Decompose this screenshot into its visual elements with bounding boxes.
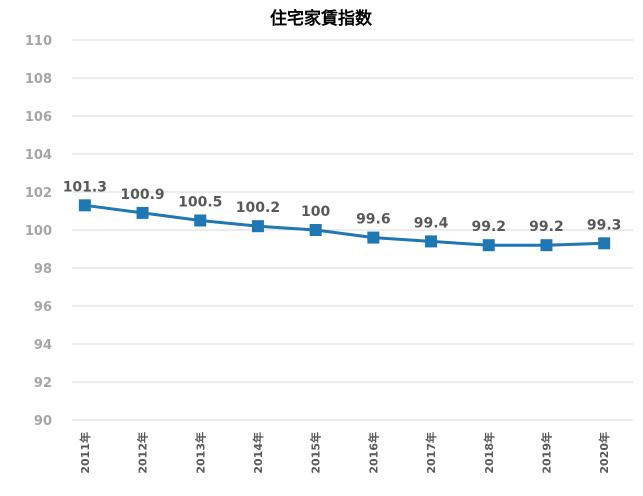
y-tick-label: 94 bbox=[34, 338, 52, 353]
y-tick-label: 98 bbox=[34, 262, 52, 277]
series-line bbox=[84, 203, 605, 247]
y-tick-label: 90 bbox=[34, 414, 52, 429]
x-tick-label: 2019年 bbox=[539, 432, 553, 474]
chart-title: 住宅家賃指数 bbox=[270, 8, 373, 29]
y-tick-label: 106 bbox=[25, 110, 52, 125]
data-label: 100 bbox=[301, 204, 330, 220]
x-axis: 2011年 2012年 2013年 2014年 2015年 2016年 2017年 2018年… bbox=[78, 432, 611, 474]
data-point-marker bbox=[251, 220, 264, 233]
y-tick-label: 104 bbox=[25, 148, 52, 163]
data-label: 99.2 bbox=[471, 219, 506, 235]
data-point-marker bbox=[309, 224, 322, 236]
gridlines bbox=[72, 39, 633, 421]
x-tick-label: 2017年 bbox=[424, 432, 438, 474]
data-point-marker bbox=[598, 237, 611, 250]
series bbox=[78, 199, 611, 252]
data-label: 99.2 bbox=[529, 219, 564, 235]
x-tick-label: 2011年 bbox=[78, 432, 92, 474]
data-point-marker bbox=[194, 214, 207, 227]
y-axis: 90 92 94 96 98 100 102 104 106 108 110 bbox=[25, 34, 52, 429]
data-point-marker bbox=[367, 231, 380, 244]
data-label: 99.6 bbox=[356, 212, 391, 228]
data-label: 99.3 bbox=[587, 217, 622, 233]
y-tick-label: 100 bbox=[25, 224, 52, 239]
data-label: 99.4 bbox=[414, 215, 449, 231]
x-tick-label: 2014年 bbox=[251, 432, 265, 474]
x-tick-label: 2020年 bbox=[597, 432, 611, 474]
x-tick-label: 2013年 bbox=[193, 432, 207, 474]
data-label: 101.3 bbox=[63, 179, 107, 195]
data-point-marker bbox=[425, 235, 438, 248]
data-point-marker bbox=[482, 239, 495, 252]
data-point-marker bbox=[540, 239, 553, 252]
y-tick-label: 96 bbox=[34, 300, 52, 315]
x-tick-label: 2012年 bbox=[136, 432, 150, 474]
y-tick-label: 92 bbox=[34, 376, 52, 391]
data-labels: 101.3 100.9 100.5 100.2 100 99.6 99.4 99.2 99.2 9… bbox=[63, 179, 622, 235]
data-label: 100.5 bbox=[178, 195, 222, 211]
y-tick-label: 110 bbox=[25, 34, 52, 49]
data-label: 100.9 bbox=[120, 187, 164, 203]
data-point-marker bbox=[136, 206, 149, 219]
data-point-marker bbox=[78, 199, 91, 212]
x-tick-label: 2018年 bbox=[482, 432, 496, 474]
y-tick-label: 102 bbox=[25, 186, 52, 201]
x-tick-label: 2015年 bbox=[309, 432, 323, 474]
y-tick-label: 108 bbox=[25, 72, 52, 87]
x-tick-label: 2016年 bbox=[366, 432, 380, 474]
data-label: 100.2 bbox=[236, 200, 280, 216]
